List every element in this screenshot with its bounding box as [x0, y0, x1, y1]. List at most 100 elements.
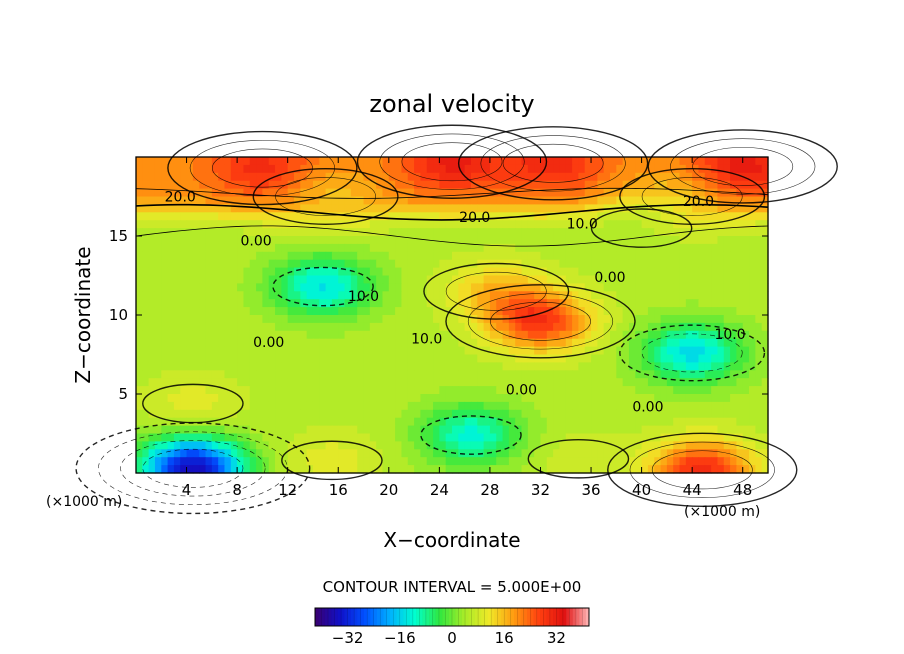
field-cell	[382, 378, 390, 387]
field-cell	[136, 441, 143, 450]
field-cell	[711, 346, 719, 356]
field-cell	[331, 188, 339, 198]
field-cell	[755, 370, 763, 379]
field-cell	[742, 251, 750, 261]
field-cell	[401, 322, 409, 332]
field-cell	[433, 441, 440, 450]
field-cell	[414, 172, 421, 182]
field-cell	[679, 394, 687, 403]
field-cell	[591, 370, 598, 379]
field-cell	[477, 243, 485, 253]
field-cell	[287, 322, 295, 332]
field-cell	[344, 275, 352, 284]
field-cell	[218, 425, 226, 435]
field-cell	[148, 275, 156, 284]
field-cell	[192, 338, 200, 348]
field-cell	[414, 346, 421, 356]
field-cell	[344, 204, 352, 213]
field-cell	[338, 275, 346, 284]
field-cell	[388, 457, 396, 466]
field-cell	[736, 386, 744, 395]
field-cell	[452, 386, 459, 395]
field-cell	[559, 465, 567, 474]
field-cell	[199, 401, 207, 411]
field-cell	[660, 204, 668, 213]
field-cell	[306, 275, 314, 284]
field-cell	[761, 220, 769, 229]
field-cell	[635, 362, 643, 371]
field-cell	[641, 236, 649, 245]
field-cell	[673, 433, 681, 442]
field-cell	[306, 386, 314, 395]
field-cell	[420, 315, 428, 324]
field-cell	[704, 291, 712, 300]
field-cell	[142, 370, 150, 379]
field-cell	[426, 204, 434, 213]
field-cell	[565, 338, 573, 348]
field-cell	[199, 330, 207, 340]
field-cell	[553, 315, 561, 324]
field-cell	[521, 409, 529, 419]
field-cell	[546, 362, 554, 371]
field-cell	[338, 378, 346, 387]
field-cell	[679, 307, 687, 316]
field-cell	[641, 362, 649, 371]
field-cell	[224, 417, 232, 427]
field-cell	[414, 449, 421, 458]
field-cell	[401, 157, 409, 166]
field-cell	[420, 267, 428, 277]
field-cell	[243, 267, 251, 277]
field-cell	[325, 401, 333, 411]
field-cell	[281, 409, 289, 419]
field-cell	[338, 417, 346, 427]
field-cell	[249, 267, 257, 277]
field-cell	[610, 307, 617, 316]
contour-line	[445, 271, 547, 311]
field-cell	[717, 291, 725, 300]
field-cell	[578, 441, 586, 450]
field-cell	[306, 370, 314, 379]
field-cell	[136, 283, 143, 292]
field-cell	[218, 251, 226, 261]
field-cell	[237, 283, 245, 292]
field-cell	[647, 283, 655, 292]
field-cell	[148, 228, 156, 237]
field-cell	[426, 449, 434, 458]
field-cell	[603, 433, 611, 442]
field-cell	[685, 315, 693, 324]
field-cell	[331, 441, 339, 450]
field-cell	[755, 251, 763, 261]
field-cell	[452, 291, 459, 300]
field-cell	[464, 157, 472, 166]
field-cell	[249, 378, 257, 387]
field-cell	[527, 299, 535, 308]
field-cell	[559, 378, 567, 387]
field-cell	[628, 457, 636, 466]
field-cell	[591, 259, 598, 269]
field-cell	[439, 236, 447, 245]
field-cell	[167, 299, 175, 308]
field-cell	[698, 401, 706, 411]
field-cell	[268, 236, 276, 245]
field-cell	[148, 236, 156, 245]
field-cell	[395, 401, 403, 411]
field-cell	[496, 354, 504, 363]
field-cell	[603, 330, 611, 340]
field-cell	[508, 370, 516, 379]
field-cell	[591, 299, 598, 308]
field-cell	[711, 259, 719, 269]
field-cell	[439, 180, 447, 190]
field-cell	[142, 409, 150, 419]
field-cell	[673, 401, 681, 411]
field-cell	[540, 157, 548, 166]
field-cell	[723, 204, 731, 213]
field-cell	[369, 465, 377, 474]
field-cell	[527, 409, 535, 419]
field-cell	[572, 449, 579, 458]
field-cell	[369, 394, 377, 403]
field-cell	[597, 307, 605, 316]
field-cell	[357, 362, 365, 371]
field-cell	[376, 354, 384, 363]
colorbar-swatch	[546, 608, 551, 626]
